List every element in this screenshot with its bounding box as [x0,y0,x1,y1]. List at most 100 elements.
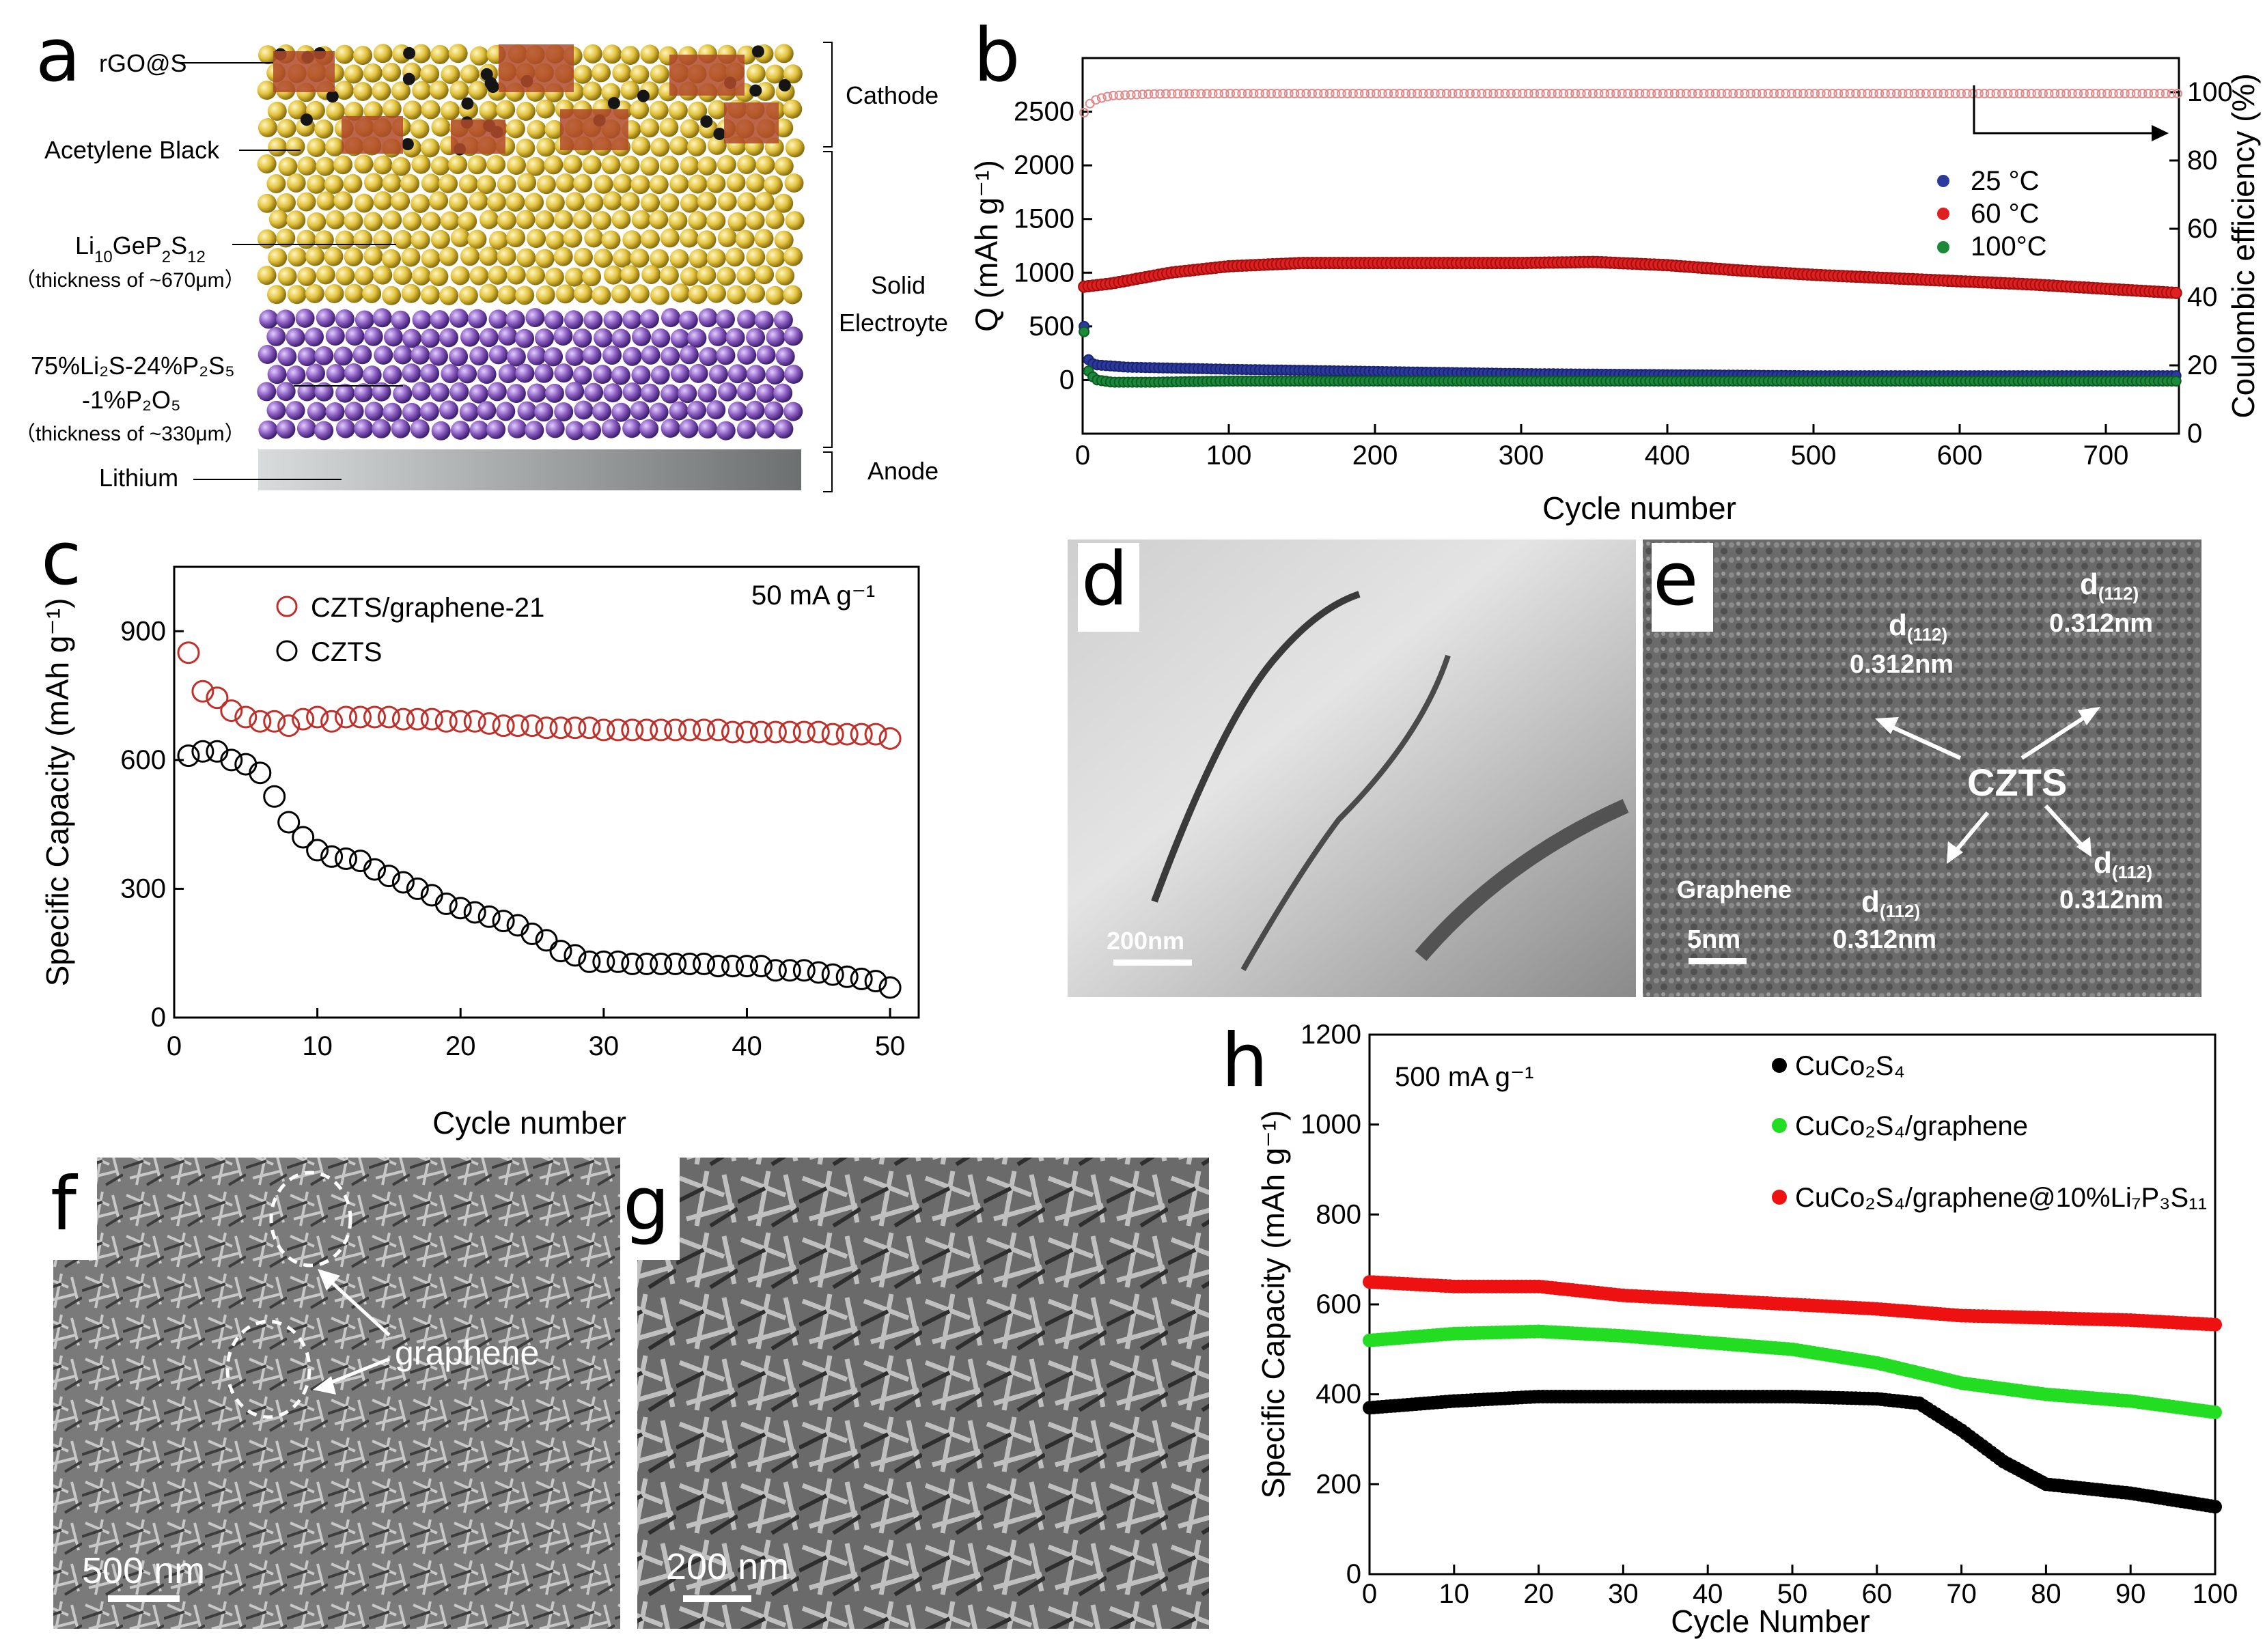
electrolyte-sphere-45 [592,63,611,83]
electrolyte-sphere-236 [487,192,506,212]
electrolyte-sphere-181 [507,156,526,176]
c-series-0-point-49 [878,727,902,750]
electrolyte-spheres [257,44,805,440]
graphene-circle-1 [269,1171,352,1268]
c-series-1-point-40 [749,955,773,978]
acetylene-black-particle-21 [461,97,474,110]
b-series-0-point-173 [1331,89,1341,98]
lps-sphere-581 [661,419,680,438]
b-series-0-point-433 [1710,89,1721,98]
b-series-0-point-601 [1956,89,1967,98]
electrolyte-sphere-171 [316,156,335,176]
legend-label-b-1: 60 °C [1971,199,2040,229]
lgps-label: Li10GeP2S12 [75,232,206,266]
electrolyte-sphere-309 [288,247,307,267]
electrolyte-sphere-272 [649,210,669,229]
b-series-0-point-245 [1436,89,1446,98]
electrolyte-sphere-327 [630,248,650,268]
electrolyte-sphere-87 [326,101,346,121]
panel-label-e: e [1653,537,1698,622]
b-series-0-point-633 [2003,89,2013,98]
b-series-0-point-425 [1699,89,1709,98]
lps-sphere-520 [565,382,585,402]
electrolyte-sphere-27 [774,44,794,64]
electrolyte-sphere-113 [277,119,296,138]
electrolyte-sphere-126 [527,120,546,139]
b-series-1-point-748 [2169,286,2182,299]
electrolyte-sphere-193 [737,155,757,174]
lps-sphere-441 [670,328,690,348]
lps-sphere-433 [515,328,535,348]
electrolyte-sphere-106 [688,101,708,121]
electrolyte-sphere-326 [613,248,633,268]
b-series-0-point-657 [2038,89,2048,98]
d-label-3: d(112) [1861,885,1920,921]
electrolyte-sphere-142 [307,138,326,157]
electrolyte-sphere-258 [383,210,402,230]
b-series-0-point-677 [2067,89,2077,98]
electrolyte-sphere-32 [344,64,363,84]
h-series-0-point-100 [2208,1317,2222,1332]
b-series-0-point-353 [1594,89,1604,98]
lps-sphere-556 [727,402,747,421]
b-series-0-point-625 [1991,89,2001,98]
ticks-b-ytick-label-left-5: 2500 [1014,97,1074,127]
c-series-1-point-33 [650,952,673,975]
b-series-0-point-693 [2091,89,2100,98]
b-series-0-point-1 [1079,108,1089,117]
tem-image-d [1068,540,1638,997]
electrolyte-sphere-303 [697,230,717,250]
electrolyte-sphere-381 [592,285,611,305]
c-series-1-point-30 [607,950,630,973]
lps-sphere-410 [603,310,623,330]
ticks-h-xtick-label-4: 40 [1693,1579,1723,1609]
b-series-0-point-277 [1482,89,1492,98]
lps-sphere-475 [775,347,795,367]
lps-thickness: （thickness of ~330μm） [15,423,245,445]
electrolyte-sphere-334 [766,248,786,268]
d-label-1: d(112) [1889,608,1947,645]
lps-sphere-438 [611,328,631,348]
lps-sphere-402 [449,308,469,328]
electrolyte-sphere-282 [296,229,316,249]
electrolyte-sphere-203 [400,173,419,193]
electrolyte-sphere-184 [563,154,583,174]
legend-marker-b-2 [1937,241,1949,253]
lps-sphere-450 [297,347,317,367]
electrolyte-sphere-355 [620,265,640,285]
c-series-1-point-49 [878,976,902,999]
lps-sphere-489 [515,363,535,383]
lps-sphere-401 [430,310,449,330]
electrolyte-sphere-34 [382,62,402,82]
electrolyte-sphere-215 [630,175,650,195]
b-series-0-point-593 [1945,89,1954,98]
lps-sphere-488 [498,364,518,384]
electrolyte-sphere-388 [726,285,746,305]
electrolyte-sphere-187 [620,155,640,175]
ylabel-left-b: Q (mAh g⁻¹) [969,160,1004,332]
electrolyte-sphere-251 [774,193,794,213]
lps-sphere-460 [488,345,508,365]
electrolyte-sphere-342 [373,265,393,285]
b-series-0-point-441 [1722,89,1732,98]
electrolyte-sphere-85 [288,100,307,120]
lps-sphere-501 [746,365,766,384]
electrolyte-sphere-325 [594,249,613,268]
b-series-0-point-689 [2085,89,2095,98]
c-series-1-point-22 [492,910,515,933]
electrolyte-sphere-18 [602,44,622,64]
electrolyte-sphere-285 [353,229,373,249]
c-series-0-point-11 [335,705,357,729]
ticks-b-xtick-label-6: 600 [1937,440,1983,471]
b-series-0-point-621 [1985,89,1995,98]
electrolyte-sphere-279 [785,211,805,231]
lps-sphere-396 [335,309,355,328]
electrolyte-sphere-380 [574,283,594,303]
electrolyte-sphere-374 [458,285,478,305]
electrolyte-sphere-271 [631,210,651,229]
ticks-h-xtick-label-0: 0 [1362,1579,1377,1609]
b-series-0-point-653 [2032,89,2042,98]
electrolyte-sphere-356 [641,265,661,285]
electrolyte-sphere-323 [553,247,573,266]
lps-sphere-439 [632,327,651,346]
